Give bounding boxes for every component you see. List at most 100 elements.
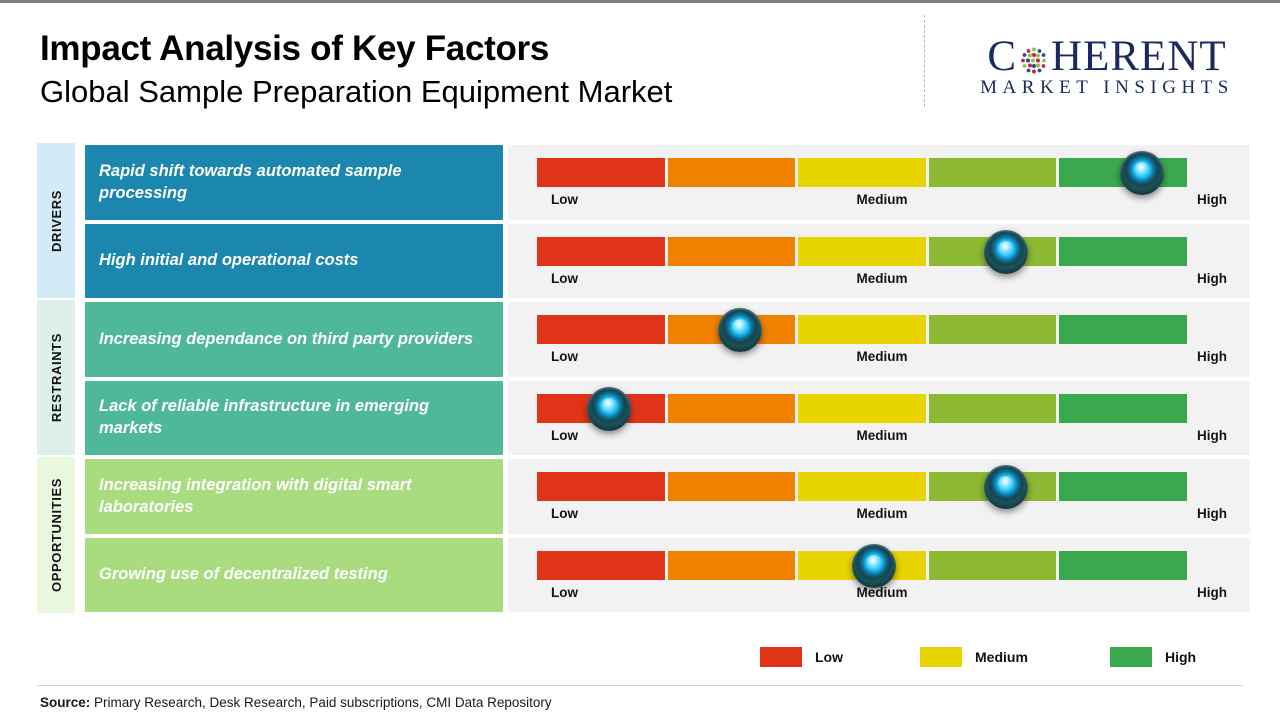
gauge-segment-1 <box>537 237 665 266</box>
gauge-segment-1 <box>537 472 665 501</box>
gauge-scale: Low Medium High <box>537 506 1227 526</box>
gauge-segment-2 <box>667 237 796 266</box>
scale-label-medium: Medium <box>856 506 908 521</box>
logo-divider <box>924 15 925 107</box>
category-band-drivers: DRIVERS <box>37 143 75 298</box>
gauge-segment-4 <box>928 394 1057 423</box>
impact-gauge[interactable]: Low Medium High <box>508 459 1250 534</box>
legend-item-high: High <box>1110 647 1196 667</box>
factor-label: Increasing integration with digital smar… <box>99 475 412 516</box>
category-band-restraints: RESTRAINTS <box>37 300 75 455</box>
gauge-scale: Low Medium High <box>537 585 1227 605</box>
gauge-segment-5 <box>1059 394 1187 423</box>
gauge-segment-2 <box>667 394 796 423</box>
legend-label-high: High <box>1165 649 1197 665</box>
gauge-segment-4 <box>928 551 1057 580</box>
footer-divider <box>37 685 1243 686</box>
gauge-segment-4 <box>928 158 1057 187</box>
scale-label-high: High <box>1197 506 1227 521</box>
legend: Low Medium High <box>760 647 1220 673</box>
factor-box[interactable]: High initial and operational costs <box>85 224 503 298</box>
scale-label-medium: Medium <box>856 585 908 600</box>
gauge-segment-5 <box>1059 237 1187 266</box>
gauge-segment-3 <box>798 237 926 266</box>
impact-gauge[interactable]: Low Medium High <box>508 302 1250 377</box>
impact-matrix: DRIVERS RESTRAINTS OPPORTUNITIES Rapid s… <box>0 143 1280 613</box>
gauge-segment-5 <box>1059 551 1187 580</box>
impact-gauge[interactable]: Low Medium High <box>508 381 1250 455</box>
impact-gauge[interactable]: Low Medium High <box>508 224 1250 298</box>
scale-label-low: Low <box>551 349 578 364</box>
gauge-segment-3 <box>798 158 926 187</box>
company-logo: C <box>924 15 1262 111</box>
scale-label-low: Low <box>551 192 578 207</box>
logo-wordmark: C <box>952 33 1262 79</box>
source-text: Primary Research, Desk Research, Paid su… <box>90 695 552 710</box>
gauge-marker-knob[interactable] <box>984 464 1029 509</box>
legend-label-medium: Medium <box>975 649 1028 665</box>
factor-label: High initial and operational costs <box>99 251 359 270</box>
scale-label-high: High <box>1197 349 1227 364</box>
legend-swatch-low <box>760 647 802 667</box>
factor-box[interactable]: Increasing integration with digital smar… <box>85 459 503 534</box>
category-label-drivers: DRIVERS <box>48 189 64 252</box>
scale-label-medium: Medium <box>856 192 908 207</box>
gauge-segment-5 <box>1059 472 1187 501</box>
gauge-segment-3 <box>798 315 926 344</box>
logo-letter-c: C <box>987 32 1018 80</box>
factor-box[interactable]: Growing use of decentralized testing <box>85 538 503 612</box>
page-title: Impact Analysis of Key Factors <box>40 29 550 68</box>
factor-label: Rapid shift towards automated sample pro… <box>99 161 402 202</box>
category-band-opportunities: OPPORTUNITIES <box>37 457 75 613</box>
gauge-segment-5 <box>1059 315 1187 344</box>
factor-box[interactable]: Increasing dependance on third party pro… <box>85 302 503 377</box>
gauge-segment-2 <box>667 158 796 187</box>
logo-tagline: MARKET INSIGHTS <box>980 77 1234 98</box>
gauge-segment-3 <box>798 472 926 501</box>
gauge-marker-knob[interactable] <box>586 386 631 431</box>
scale-label-high: High <box>1197 585 1227 600</box>
gauge-scale: Low Medium High <box>537 271 1227 291</box>
scale-label-high: High <box>1197 271 1227 286</box>
gauge-marker-knob[interactable] <box>1120 150 1165 195</box>
gauge-segment-2 <box>667 551 796 580</box>
gauge-marker-knob[interactable] <box>851 543 896 588</box>
gauge-segments <box>537 237 1187 266</box>
legend-swatch-medium <box>920 647 962 667</box>
scale-label-medium: Medium <box>856 271 908 286</box>
factor-label: Lack of reliable infrastructure in emerg… <box>99 397 430 437</box>
legend-swatch-high <box>1110 647 1152 667</box>
gauge-segments <box>537 394 1187 423</box>
gauge-segment-1 <box>537 551 665 580</box>
gauge-segments <box>537 472 1187 501</box>
gauge-segment-1 <box>537 158 665 187</box>
scale-label-high: High <box>1197 428 1227 443</box>
factor-label: Increasing dependance on third party pro… <box>99 329 474 348</box>
page-header: Impact Analysis of Key Factors Global Sa… <box>40 29 910 110</box>
impact-gauge[interactable]: Low Medium High <box>508 538 1250 612</box>
factor-box[interactable]: Lack of reliable infrastructure in emerg… <box>85 381 503 455</box>
factor-box[interactable]: Rapid shift towards automated sample pro… <box>85 145 503 220</box>
gauge-marker-knob[interactable] <box>984 229 1029 274</box>
factor-label: Growing use of decentralized testing <box>99 565 388 584</box>
scale-label-low: Low <box>551 428 578 443</box>
gauge-segment-1 <box>537 315 665 344</box>
impact-gauge[interactable]: Low Medium High <box>508 145 1250 220</box>
page-subtitle: Global Sample Preparation Equipment Mark… <box>40 74 673 110</box>
scale-label-low: Low <box>551 585 578 600</box>
globe-dots-icon <box>1018 42 1050 74</box>
gauge-segment-2 <box>667 472 796 501</box>
gauge-segment-3 <box>798 394 926 423</box>
scale-label-low: Low <box>551 271 578 286</box>
source-label: Source: <box>40 695 91 710</box>
scale-label-medium: Medium <box>856 428 908 443</box>
gauge-segments <box>537 315 1187 344</box>
legend-label-low: Low <box>815 649 843 665</box>
gauge-marker-knob[interactable] <box>717 307 762 352</box>
category-label-restraints: RESTRAINTS <box>48 332 64 423</box>
scale-label-low: Low <box>551 506 578 521</box>
gauge-scale: Low Medium High <box>537 349 1227 369</box>
gauge-scale: Low Medium High <box>537 428 1227 448</box>
legend-item-low: Low <box>760 647 843 667</box>
